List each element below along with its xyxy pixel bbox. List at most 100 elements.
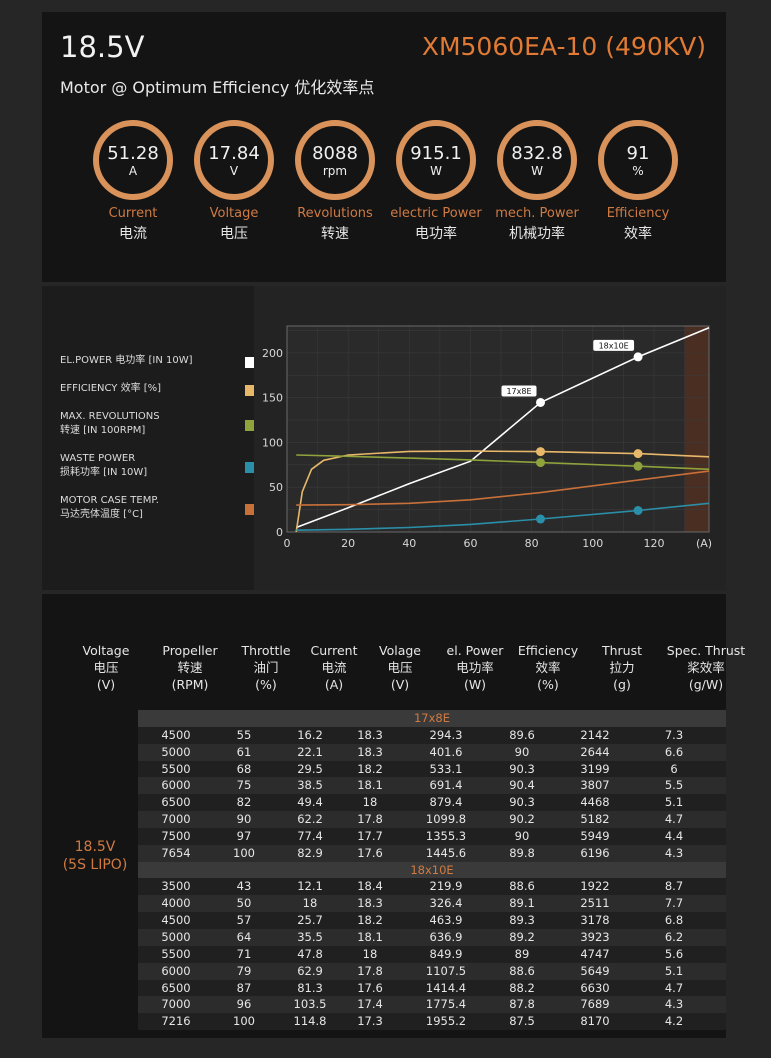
gauge-label-en: mech. Power xyxy=(495,206,579,221)
table-cell: 7000 xyxy=(161,997,191,1012)
table-cell: 97 xyxy=(236,828,252,843)
table-cell: 7654 xyxy=(161,845,191,860)
series-marker xyxy=(536,514,546,524)
x-tick-label: 80 xyxy=(525,537,539,550)
table-cell: 691.4 xyxy=(429,778,463,793)
series-marker xyxy=(536,397,546,407)
table-cell: 17.6 xyxy=(357,845,383,860)
table-cell: 6000 xyxy=(161,778,191,793)
gauge-label-en: Voltage xyxy=(209,206,259,221)
legend-label-line2: 损耗功率 [IN 10W] xyxy=(60,467,148,478)
table-cell: 5.1 xyxy=(664,963,684,978)
table-cell: 879.4 xyxy=(429,795,463,810)
performance-table: Voltage 电压 (V) Propeller 转速 (RPM) Throttle 油门 (%… xyxy=(42,594,745,1038)
table-cell: 71 xyxy=(236,946,252,961)
legend-item-waste-power: WASTE POWER 损耗功率 [IN 10W] xyxy=(60,452,256,480)
table-cell: 18 xyxy=(362,946,378,961)
max-current-zone xyxy=(684,326,709,532)
table-header-line: Volage xyxy=(379,643,421,658)
table-cell: 401.6 xyxy=(429,744,463,759)
annotation-box xyxy=(501,385,537,397)
table-cell: 7500 xyxy=(161,828,191,843)
x-tick-label: 100 xyxy=(582,537,603,550)
x-tick-label: 60 xyxy=(463,537,477,550)
table-cell: 5.6 xyxy=(664,946,684,961)
table-cell: 100 xyxy=(233,845,255,860)
table-cell: 17.8 xyxy=(357,963,383,978)
table-cell: 4.3 xyxy=(664,997,684,1012)
x-axis-unit: (A) xyxy=(696,537,712,550)
voltage-value: 18.5V xyxy=(74,839,116,855)
series-marker xyxy=(633,461,643,471)
table-cell: 25.7 xyxy=(297,913,323,928)
table-cell: 2142 xyxy=(580,727,610,742)
gauge-voltage: 17.84 V Voltage 电压 xyxy=(182,120,286,243)
table-cell: 16.2 xyxy=(297,727,323,742)
table-cell: 38.5 xyxy=(297,778,323,793)
table-cell: 79 xyxy=(236,963,252,978)
table-cell: 7216 xyxy=(161,1014,191,1029)
table-cell: 1107.5 xyxy=(425,963,467,978)
table-cell: 2644 xyxy=(580,744,610,759)
table-header-line: 效率 xyxy=(535,660,561,675)
gauge-unit: W xyxy=(531,163,543,178)
table-cell: 4.7 xyxy=(664,812,684,827)
table-header-cell: Voltage 电压 (V) xyxy=(58,642,154,693)
table-header-line: (W) xyxy=(463,677,487,692)
table-cell: 3807 xyxy=(580,778,610,793)
legend-label: WASTE POWER xyxy=(60,453,136,464)
table-row: 7654 100 82.9 17.6 1445.6 89.8 6196 4.3 xyxy=(138,844,726,862)
gauge-unit: A xyxy=(128,163,138,178)
propeller-group-label: 17x8E xyxy=(138,710,726,727)
table-cell: 12.1 xyxy=(297,879,323,894)
table-cell: 7000 xyxy=(161,812,191,827)
x-tick-label: 40 xyxy=(402,537,416,550)
table-header-line: 转速 xyxy=(177,660,203,675)
series-marker xyxy=(633,449,643,459)
table-row: 6000 75 38.5 18.1 691.4 90.4 3807 5.5 xyxy=(138,777,726,795)
table-row: 4500 57 25.7 18.2 463.9 89.3 3178 6.8 xyxy=(138,912,726,929)
table-cell: 82.9 xyxy=(297,845,323,860)
table-cell: 89.8 xyxy=(509,845,535,860)
table-cell: 47.8 xyxy=(297,946,323,961)
table-cell: 326.4 xyxy=(429,896,463,911)
gauge-current: 51.28 A Current 电流 xyxy=(81,120,185,243)
x-tick-label: 20 xyxy=(341,537,355,550)
table-row: 6000 79 62.9 17.8 1107.5 88.6 5649 5.1 xyxy=(138,962,726,980)
table-cell: 90.4 xyxy=(509,778,535,793)
gauge-ring: 17.84 V xyxy=(194,120,274,200)
table-header-line: (V) xyxy=(390,677,410,692)
table-cell: 103.5 xyxy=(293,997,327,1012)
table-header-cell: Efficiency 效率 (%) xyxy=(500,642,596,693)
table-row: 4500 55 16.2 18.3 294.3 89.6 2142 7.3 xyxy=(138,726,726,744)
table-cell: 5500 xyxy=(161,946,191,961)
table-cell: 1414.4 xyxy=(425,980,467,995)
table-cell: 18.1 xyxy=(357,778,383,793)
series-marker xyxy=(536,447,546,457)
legend-label: MAX. REVOLUTIONS xyxy=(60,411,160,422)
table-row: 7000 90 62.2 17.8 1099.8 90.2 5182 4.7 xyxy=(138,811,726,828)
gauge-label-en: Efficiency xyxy=(606,206,670,221)
table-cell: 17.8 xyxy=(357,812,383,827)
table-header-line: 油门 xyxy=(253,660,279,675)
gauge-label-cn: 转速 xyxy=(321,226,349,242)
table-cell: 4.4 xyxy=(664,828,684,843)
table-cell: 4000 xyxy=(161,896,191,911)
annotation-label: 18x10E xyxy=(599,341,629,350)
legend-item-case-temp: MOTOR CASE TEMP. 马达壳体温度 [°C] xyxy=(60,494,256,522)
table-cell: 57 xyxy=(236,913,252,928)
legend-swatch xyxy=(245,420,256,431)
table-cell: 88.6 xyxy=(509,879,535,894)
table-cell: 4468 xyxy=(580,795,610,810)
voltage-title: 18.5V xyxy=(60,30,145,64)
table-cell: 6.8 xyxy=(664,913,684,928)
table-row: 5000 61 22.1 18.3 401.6 90 2644 6.6 xyxy=(138,743,726,761)
y-tick-label: 200 xyxy=(262,347,283,360)
table-cell: 1445.6 xyxy=(425,845,467,860)
gauge-efficiency: 91 % Efficiency 效率 xyxy=(586,120,690,243)
chart-area: 0 20 40 60 80 100 120 (A) 0 50 100 150 200 17x8E 18x10… xyxy=(254,286,726,590)
table-cell: 219.9 xyxy=(429,879,463,894)
table-row: 6500 87 81.3 17.6 1414.4 88.2 6630 4.7 xyxy=(138,979,726,997)
series-marker xyxy=(633,352,643,362)
table-cell: 55 xyxy=(236,727,252,742)
